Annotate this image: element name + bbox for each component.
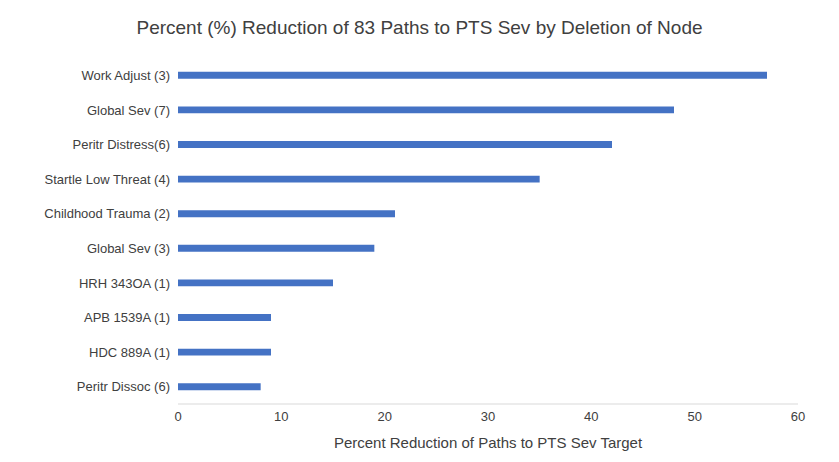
svg-text:Peritr Distress(6): Peritr Distress(6) <box>72 137 170 152</box>
svg-text:HRH 343OA (1): HRH 343OA (1) <box>79 276 170 291</box>
svg-text:60: 60 <box>791 409 805 424</box>
svg-text:10: 10 <box>274 409 288 424</box>
svg-text:HDC 889A (1): HDC 889A (1) <box>89 345 170 360</box>
html-text:Percent (%) Reduction of 83 Pa: Percent (%) Reduction of 83 Paths to PTS… <box>136 17 703 38</box>
svg-text:30: 30 <box>481 409 495 424</box>
svg-text:Work Adjust (3): Work Adjust (3) <box>81 68 170 83</box>
svg-text:Global Sev (3): Global Sev (3) <box>87 241 170 256</box>
svg-text:APB 1539A (1): APB 1539A (1) <box>84 310 170 325</box>
svg-text:50: 50 <box>687 409 701 424</box>
svg-text:Percent Reduction of Paths to: Percent Reduction of Paths to PTS Sev Ta… <box>334 434 643 451</box>
svg-text:20: 20 <box>377 409 391 424</box>
svg-text:40: 40 <box>584 409 598 424</box>
svg-text:0: 0 <box>174 409 181 424</box>
svg-text:Global Sev (7): Global Sev (7) <box>87 103 170 118</box>
svg-text:Startle Low Threat (4): Startle Low Threat (4) <box>45 172 170 187</box>
svg-text:Childhood Trauma (2): Childhood Trauma (2) <box>44 206 170 221</box>
svg-text:Peritr Dissoc (6): Peritr Dissoc (6) <box>77 379 170 394</box>
